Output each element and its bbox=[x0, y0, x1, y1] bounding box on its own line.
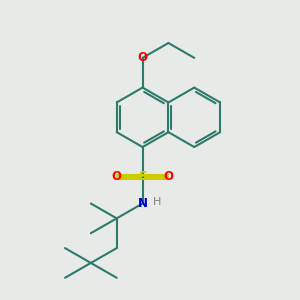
Text: O: O bbox=[164, 170, 173, 183]
Text: H: H bbox=[153, 197, 162, 207]
Text: N: N bbox=[138, 197, 148, 210]
Text: S: S bbox=[138, 170, 147, 183]
Text: O: O bbox=[112, 170, 122, 183]
Text: O: O bbox=[138, 51, 148, 64]
